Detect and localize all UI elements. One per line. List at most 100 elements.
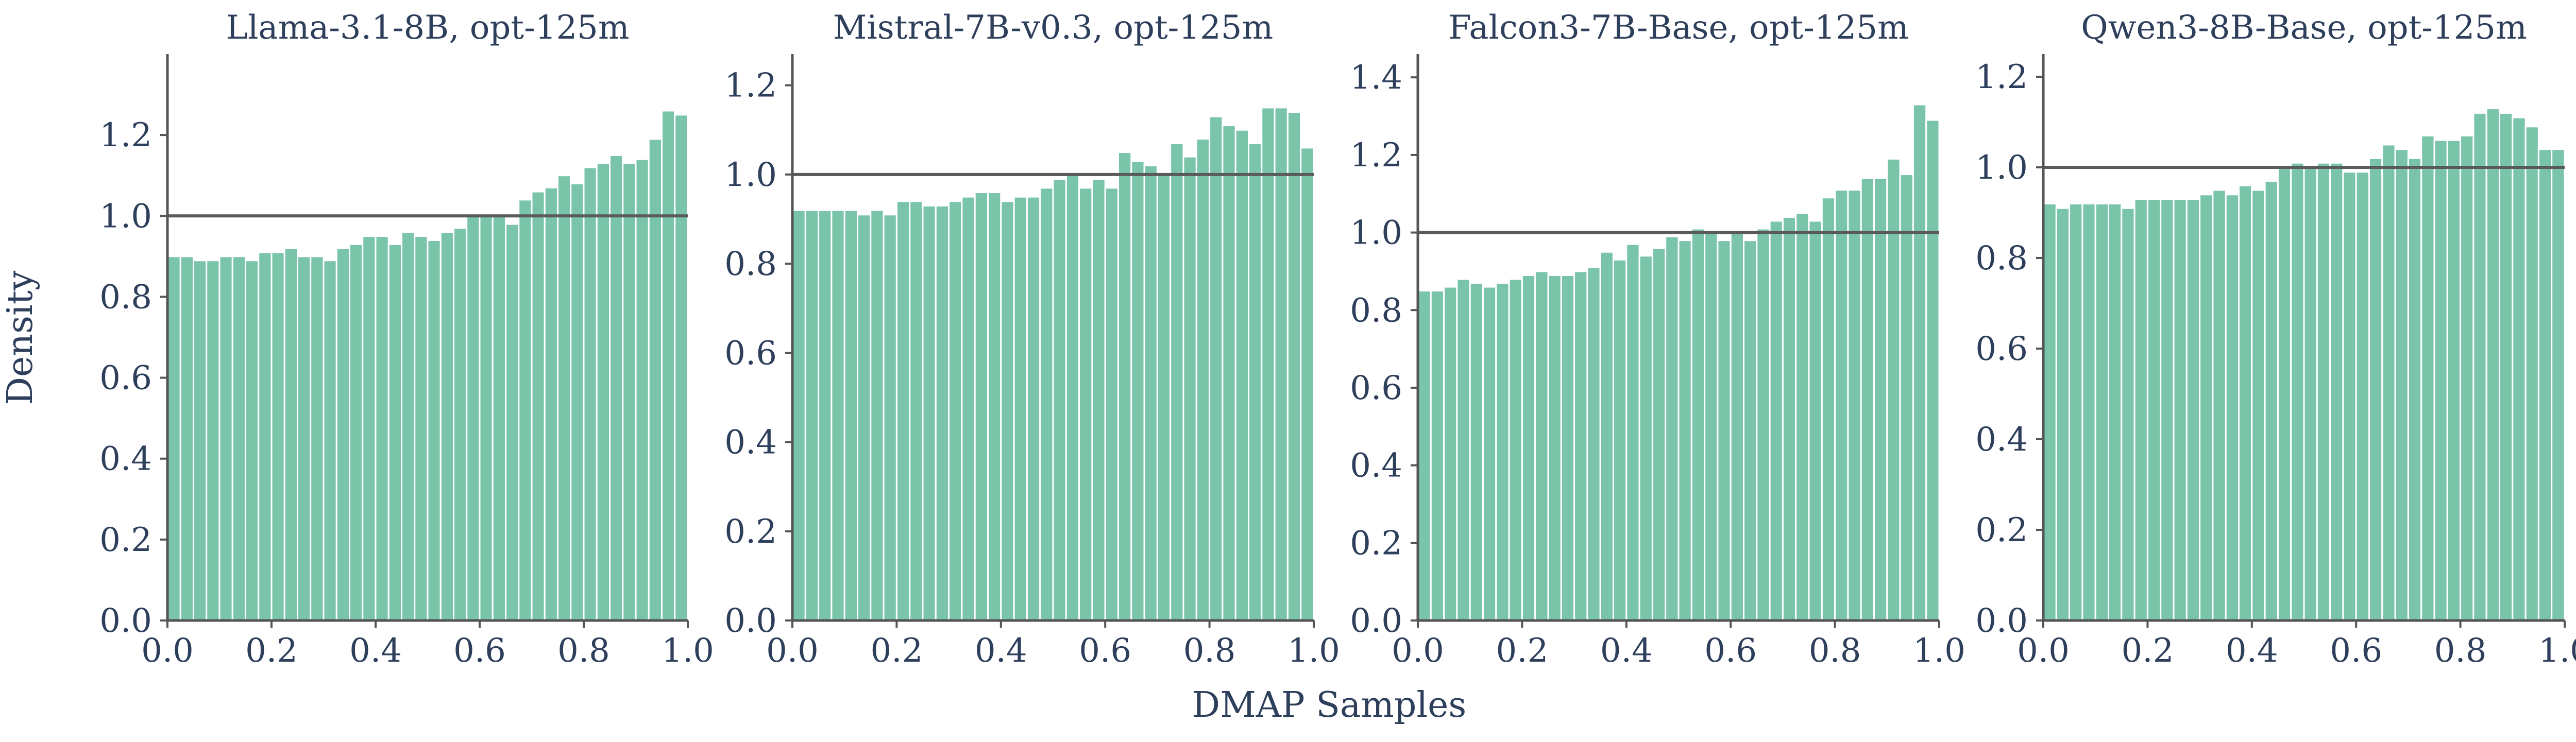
y-tick-label: 1.0	[1350, 214, 1402, 252]
bar	[2055, 207, 2071, 622]
bar	[1534, 270, 1549, 622]
bar	[1013, 196, 1028, 622]
bar	[387, 243, 402, 622]
bar	[1456, 278, 1471, 622]
bar	[1586, 266, 1601, 622]
bar	[2108, 202, 2123, 622]
chart-panel-4: 0.0 0.2 0.4 0.6 0.8 1.0 1.2 0.0 0.2 0.4 0.6 0.8 1.0 Q…	[1975, 9, 2576, 670]
bar	[2342, 171, 2357, 622]
bar	[1430, 290, 1445, 622]
bar	[1182, 156, 1197, 622]
bar	[1756, 228, 1771, 622]
bar	[1300, 147, 1315, 622]
bar	[1286, 111, 1302, 622]
bar	[1026, 196, 1041, 622]
bar	[2355, 171, 2370, 622]
bar	[1690, 228, 1706, 622]
y-tick-label: 0.6	[1350, 369, 1402, 407]
bar	[1170, 142, 1184, 622]
bar	[1000, 200, 1015, 622]
bar	[283, 247, 298, 622]
bar	[245, 260, 260, 622]
chart-title: Mistral-7B-v0.3, opt-125m	[833, 9, 1273, 47]
bar	[1821, 197, 1836, 622]
y-tick-label: 0.6	[724, 334, 777, 372]
bar	[2368, 157, 2383, 622]
bar	[661, 110, 676, 622]
bar	[1222, 125, 1236, 622]
x-tick-label: 0.8	[557, 632, 610, 670]
bar	[909, 200, 924, 622]
x-tick-label: 0.8	[1809, 632, 1861, 670]
chart-panel-3: 0.0 0.2 0.4 0.6 0.8 1.0 1.2 1.4 0.0 0.2 0.4 0.6 0.8 1…	[1350, 9, 1965, 670]
bar	[1469, 282, 1484, 622]
x-tick-label: 0.2	[1496, 632, 1549, 670]
bar	[818, 209, 833, 622]
bar	[1899, 174, 1914, 622]
chart-panels: 0.0 0.2 0.4 0.6 0.8 1.0 1.2 0.0 0.2 0.4 0.6 0.8 1.0 L…	[99, 9, 2576, 670]
bar	[1209, 115, 1224, 622]
bar	[1508, 278, 1523, 622]
bar	[1638, 255, 1653, 622]
bar	[2042, 202, 2057, 622]
y-tick-label: 0.4	[1350, 447, 1402, 485]
x-tick-label: 0.0	[2017, 632, 2070, 670]
bar	[948, 200, 963, 622]
y-tick-label: 0.2	[1975, 511, 2028, 549]
bar	[2329, 162, 2344, 622]
bar	[1613, 258, 1628, 622]
x-tick-label: 0.0	[766, 632, 819, 670]
y-tick-label: 0.6	[99, 359, 152, 398]
bar	[2121, 207, 2136, 622]
bar	[544, 186, 558, 622]
bar	[1730, 232, 1744, 622]
bar	[2460, 134, 2475, 622]
y-tick-label: 0.8	[99, 278, 152, 316]
y-tick-label: 0.8	[724, 245, 777, 283]
bar	[935, 204, 950, 622]
bar	[1078, 187, 1093, 622]
bar	[2290, 162, 2305, 622]
y-tick-label: 0.0	[99, 602, 152, 640]
bar	[1886, 158, 1901, 622]
bar	[1417, 290, 1432, 622]
bar	[1104, 187, 1119, 622]
y-tick-label: 0.0	[1350, 602, 1402, 640]
bar	[1873, 177, 1888, 622]
bar	[1052, 178, 1067, 622]
x-tick-label: 0.6	[453, 632, 506, 670]
bar	[1130, 160, 1145, 622]
bar	[596, 162, 611, 622]
bar	[531, 191, 546, 622]
bar	[1677, 239, 1692, 622]
bar	[270, 251, 285, 622]
bar	[1847, 189, 1862, 622]
bar	[401, 231, 416, 622]
bar	[2081, 202, 2096, 622]
x-tick-label: 0.0	[141, 632, 194, 670]
bar	[674, 114, 689, 622]
bar	[479, 215, 494, 622]
x-axis-label: DMAP Samples	[1192, 685, 1467, 726]
x-tick-label: 0.2	[2122, 632, 2174, 670]
x-tick-label: 1.0	[1913, 632, 1965, 670]
bar	[1547, 274, 1562, 622]
bar	[1143, 165, 1158, 622]
bar	[2238, 184, 2253, 622]
bar	[349, 243, 364, 622]
bar	[609, 154, 624, 622]
y-tick-label: 1.2	[1350, 136, 1402, 175]
bar	[166, 255, 181, 622]
x-tick-label: 0.4	[1600, 632, 1653, 670]
y-tick-label: 0.4	[99, 440, 152, 478]
x-tick-label: 0.0	[1392, 632, 1444, 670]
bar	[193, 260, 208, 622]
bar	[857, 214, 872, 622]
bar	[2160, 198, 2175, 622]
bar	[2381, 144, 2396, 622]
y-tick-label: 0.2	[99, 521, 152, 559]
y-tick-label: 1.0	[99, 197, 152, 235]
x-tick-label: 1.0	[1287, 632, 1340, 670]
x-tick-label: 0.8	[2434, 632, 2487, 670]
bar	[2277, 166, 2292, 622]
